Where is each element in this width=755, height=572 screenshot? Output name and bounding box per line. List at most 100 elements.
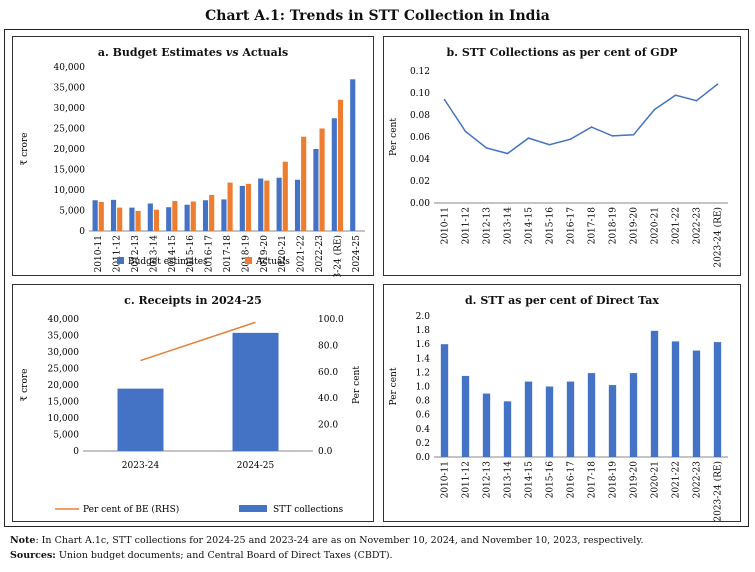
a-bar-budget: [129, 207, 135, 231]
panel-a-title-part-3: Actuals: [238, 46, 289, 59]
a-x-tick-label: 2019-20: [260, 235, 270, 273]
a-x-tick-label: 2017-18: [223, 235, 233, 273]
c-y2-tick-label: 0.0: [318, 447, 333, 457]
chart-frame: [4, 29, 749, 527]
d-bar: [440, 344, 449, 457]
c-y2-tick-label: 40.0: [318, 394, 338, 404]
c-y-tick-label: 30,000: [48, 348, 80, 358]
a-bar-budget: [313, 149, 319, 231]
d-bar: [524, 381, 533, 457]
note-text: : In Chart A.1c, STT collections for 202…: [35, 535, 644, 546]
d-bar: [608, 385, 617, 457]
d-bar: [713, 342, 722, 457]
d-x-tick-label: 2018-19: [609, 461, 619, 499]
b-x-tick-label: 2011-12: [462, 207, 472, 244]
b-y-tick-label: 0.06: [410, 133, 430, 143]
b-y-tick-label: 0.02: [410, 177, 430, 187]
panel-stt-gdp: b. STT Collections as per cent of GDP 0.…: [383, 36, 741, 276]
a-x-tick-label: 2011-12: [113, 235, 123, 272]
c-legend-swatch-bar: [239, 505, 267, 512]
d-bar: [629, 373, 638, 457]
a-y-tick-label: 10,000: [54, 186, 86, 196]
panel-c-title: c. Receipts in 2024-25: [124, 294, 262, 307]
d-x-tick-label: 2019-20: [630, 461, 640, 499]
d-bar: [503, 401, 512, 457]
d-bar: [566, 381, 575, 457]
a-bar-budget: [331, 118, 337, 231]
a-x-tick-label: 2014-15: [168, 235, 178, 273]
c-legend-label-line: Per cent of BE (RHS): [83, 504, 179, 515]
sources-text: Union budget documents; and Central Boar…: [55, 550, 393, 561]
a-y-tick-label: 0: [79, 227, 85, 237]
a-legend-label-budget: Budget estimates: [128, 257, 208, 267]
b-data-point: [716, 83, 719, 85]
b-data-point: [695, 99, 698, 102]
c-y2-tick-label: 60.0: [318, 368, 338, 378]
d-y-tick-label: 0.0: [416, 453, 431, 463]
panel-d-title: d. STT as per cent of Direct Tax: [464, 294, 659, 307]
b-x-tick-label: 2014-15: [525, 207, 535, 245]
b-x-tick-label: 2018-19: [609, 207, 619, 245]
main-title: Chart A.1: Trends in STT Collection in I…: [205, 8, 550, 24]
a-bar-budget: [202, 200, 209, 231]
panel-stt-direct-tax: d. STT as per cent of Direct Tax 0.0 0.2 0…: [383, 284, 741, 522]
b-x-tick-label: 2019-20: [630, 207, 640, 245]
d-y-tick-label: 0.6: [416, 411, 431, 421]
a-bar-actual: [319, 128, 325, 231]
a-x-tick-label: 2024-25: [352, 235, 362, 273]
a-x-tick-label: 2013-14: [149, 235, 159, 273]
a-bar-budget: [166, 207, 172, 231]
b-y-axis-label: Per cent: [389, 118, 399, 156]
d-y-tick-label: 2.0: [416, 312, 431, 322]
d-bar: [587, 373, 596, 457]
c-y2-axis-label: Per cent: [352, 366, 362, 404]
c-y-tick-label: 25,000: [48, 365, 80, 375]
a-legend-swatch-budget: [117, 257, 124, 264]
a-bar-actual: [337, 99, 344, 231]
d-x-tick-label: 2010-11: [441, 461, 451, 498]
d-y-tick-label: 1.8: [416, 326, 431, 336]
a-bar-budget: [110, 199, 117, 231]
d-bar: [545, 386, 554, 457]
b-x-tick-label: 2020-21: [651, 207, 661, 244]
d-x-tick-label: 2015-16: [546, 461, 556, 499]
c-bar-stt: [117, 388, 164, 451]
d-bar: [671, 341, 680, 457]
a-y-tick-label: 30,000: [54, 104, 86, 114]
c-y-axis-label: ₹ crore: [20, 369, 30, 402]
b-x-tick-label: 2021-22: [672, 207, 682, 244]
a-bar-budget: [350, 79, 356, 231]
a-x-tick-label: 2018-19: [241, 235, 251, 273]
b-x-tick-label: 2022-23: [693, 207, 703, 245]
a-bar-actual: [301, 136, 307, 231]
d-y-tick-label: 1.6: [416, 340, 431, 350]
a-bar-actual: [282, 161, 288, 231]
d-y-tick-label: 1.0: [416, 383, 431, 393]
a-x-tick-label: 2016-17: [205, 235, 215, 273]
d-bar: [650, 330, 659, 457]
panel-b-plot: 0.00 0.02 0.04 0.06 0.08 0.10 0.12 Per cent 2010…: [389, 67, 728, 268]
a-legend-label-actual: Actuals: [255, 257, 290, 267]
panel-d-plot: 0.0 0.2 0.4 0.6 0.8 1.0 1.2 1.4 1.6 1.8 2.0 Per cen…: [389, 312, 728, 522]
a-bar-budget: [276, 177, 282, 231]
a-y-tick-label: 40,000: [54, 63, 86, 73]
c-y-tick-label: 40,000: [48, 315, 80, 325]
c-y-tick-label: 10,000: [48, 414, 80, 424]
b-data-point: [569, 138, 572, 140]
b-data-point: [527, 137, 530, 139]
a-x-tick-label: 2023-24 (RE): [332, 235, 343, 277]
a-bar-budget: [294, 179, 301, 231]
b-y-tick-label: 0.04: [410, 155, 430, 165]
a-bar-budget: [221, 199, 227, 231]
d-y-tick-label: 0.2: [416, 439, 430, 449]
a-bar-actual: [172, 201, 178, 231]
d-y-axis-label: Per cent: [389, 367, 399, 405]
a-bar-budget: [147, 203, 153, 231]
a-y-tick-label: 15,000: [54, 166, 86, 176]
a-bar-actual: [117, 207, 123, 231]
b-data-point: [548, 143, 551, 146]
c-y-tick-label: 15,000: [48, 398, 80, 408]
c-x-tick-label: 2024-25: [237, 461, 275, 471]
c-y2-tick-label: 20.0: [318, 421, 338, 431]
